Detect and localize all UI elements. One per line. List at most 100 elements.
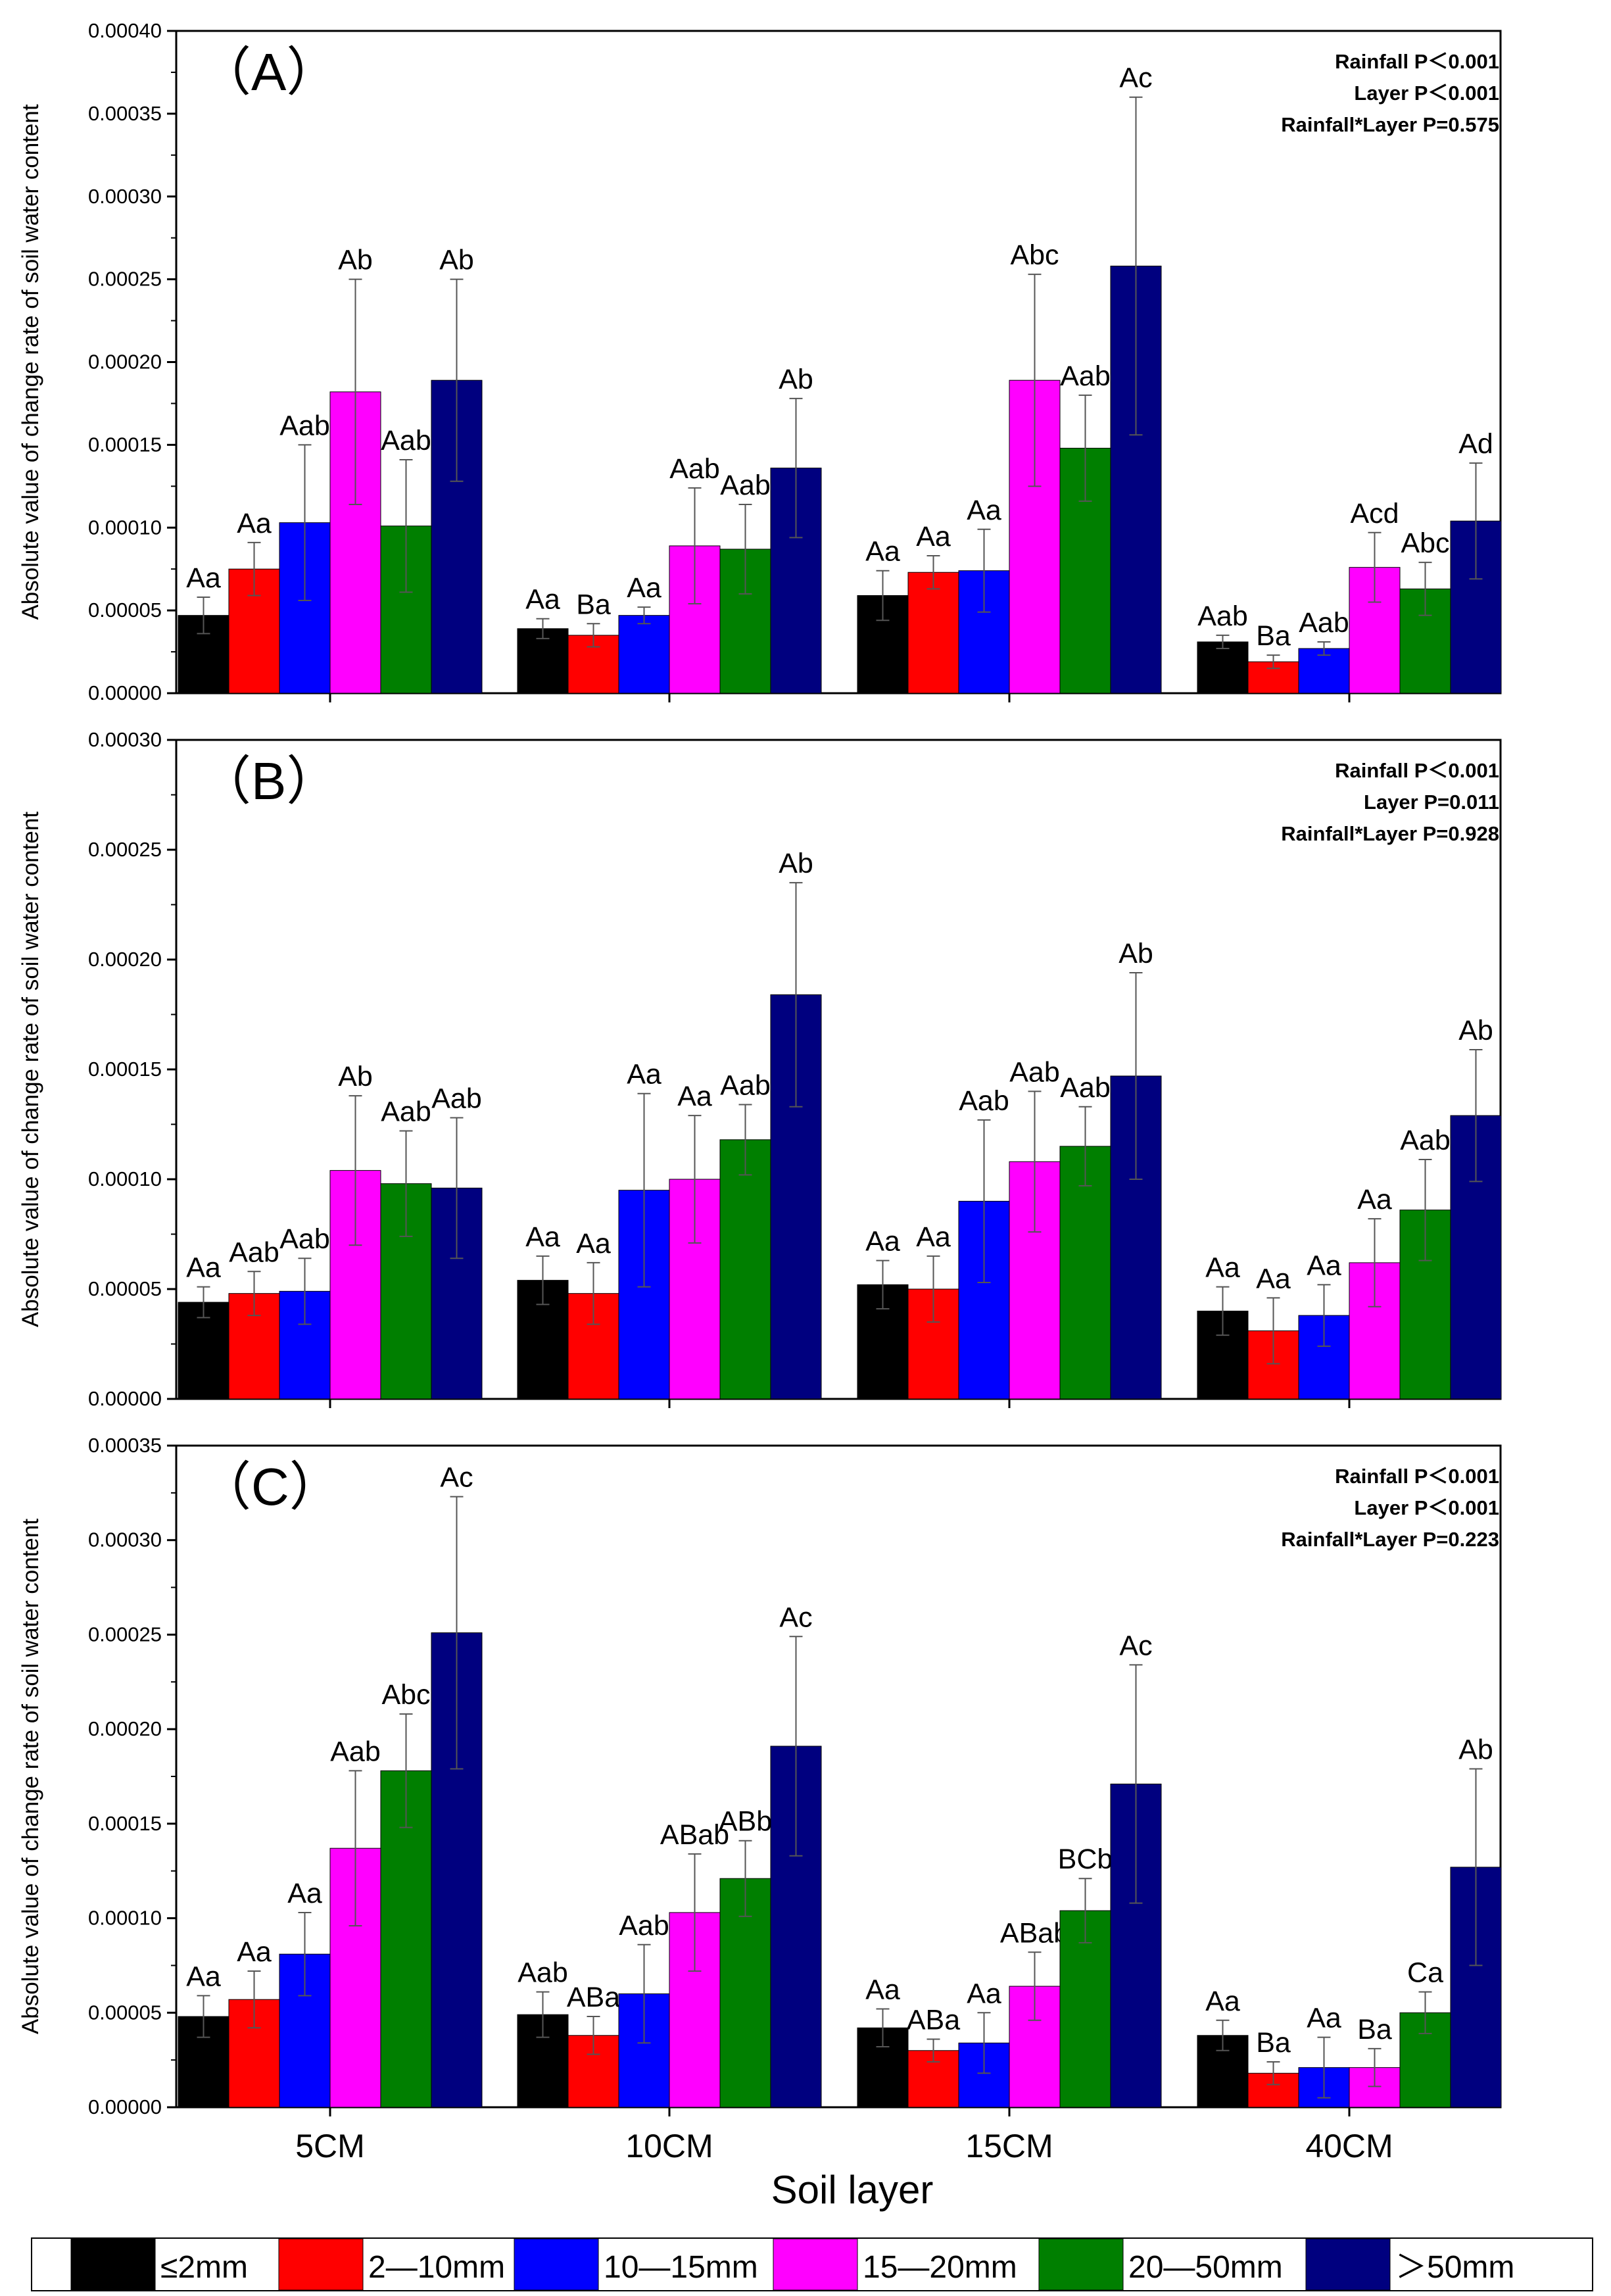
data-label: Aab [619,1910,669,1942]
legend: ≤2mm 2—10mm 10—15mm 15—20mm 20—50mm ＞50mm [31,2237,1593,2291]
data-label: Aab [381,425,431,456]
stats-annotation: Rainfall P＜0.001 [1335,50,1499,73]
y-tick-label: 0.00000 [88,681,162,704]
data-label: Abc [1010,239,1059,271]
data-label: Ad [1458,428,1493,460]
legend-swatch [1038,2238,1124,2291]
y-tick-label: 0.00015 [88,433,162,456]
stats-annotation: Layer P=0.011 [1364,791,1499,814]
legend-swatch [514,2238,599,2291]
y-tick-label: 0.00025 [88,268,162,291]
data-label: Aa [865,1974,900,2006]
legend-label: 20—50mm [1128,2250,1283,2285]
stats-annotation: Layer P＜0.001 [1354,1496,1499,1519]
data-label: Aa [1205,1986,1240,2017]
data-label: Ac [779,1601,812,1633]
y-tick-label: 0.00005 [88,1277,162,1300]
data-label: Aa [186,1252,221,1284]
data-label: Ab [1458,1734,1493,1766]
data-label: Aa [1307,1250,1341,1281]
data-label: Abc [381,1679,430,1711]
y-tick-label: 0.00035 [88,102,162,125]
y-tick-label: 0.00005 [88,598,162,622]
x-tick-label: 40CM [1305,2128,1393,2164]
data-label: Aab [720,470,771,501]
legend-label: 10—15mm [604,2250,758,2285]
legend-item: ＞50mm [1305,2238,1514,2291]
data-label: Aa [1256,1263,1291,1294]
data-label: BCb [1058,1844,1113,1875]
data-label: Acd [1350,498,1399,529]
y-axis-title: Absolute value of change rate of soil wa… [18,1519,43,2034]
y-tick-label: 0.00000 [88,2095,162,2118]
y-tick-label: 0.00030 [88,728,162,751]
data-label: Aab [330,1736,381,1767]
data-label: Aa [865,1226,900,1258]
x-tick-label: 10CM [625,2128,713,2164]
bar [907,572,959,694]
data-label: Ac [440,1462,473,1494]
data-label: Ac [1119,62,1152,94]
data-label: Aa [627,1059,661,1090]
data-label: Aa [967,495,1001,526]
legend-swatch [1305,2238,1391,2291]
y-tick-label: 0.00025 [88,838,162,861]
data-label: Aa [186,1961,221,1992]
data-label: Aab [431,1083,482,1114]
y-axis-title: Absolute value of change rate of soil wa… [18,104,43,620]
stats-annotation: Rainfall*Layer P=0.223 [1281,1528,1499,1551]
data-label: Aa [916,1221,951,1253]
legend-item: 2—10mm [278,2238,505,2291]
legend-swatch [278,2238,364,2291]
data-label: Aab [279,1223,330,1255]
data-label: Aab [669,453,720,485]
y-tick-label: 0.00005 [88,2001,162,2024]
data-label: Aa [287,1878,322,1909]
data-label: Aa [677,1081,712,1112]
data-label: Ba [1256,620,1291,652]
chart-panel-a: 0.00000 0.00005 0.00010 0.00015 0.00020 0.000… [18,19,1502,704]
panel-title: （B） [199,752,339,810]
x-tick-label: 15CM [965,2128,1053,2164]
stats-annotation: Layer P＜0.001 [1354,82,1499,105]
panel-title: （C） [199,1457,342,1516]
data-label: Aa [525,1221,560,1253]
data-label: Ba [1357,2014,1392,2045]
data-label: ABb [719,1806,772,1838]
data-label: ABab [1000,1917,1069,1949]
data-label: Aab [1060,360,1111,392]
data-label: Aa [627,572,661,604]
data-label: Aa [525,584,560,616]
data-label: Ba [576,589,611,620]
data-label: ABa [907,2005,960,2036]
legend-label: ≤2mm [160,2250,248,2285]
data-label: Aa [967,1978,1001,2009]
y-tick-label: 0.00035 [88,1434,162,1457]
data-label: Aab [279,410,330,441]
data-label: ABa [567,1982,620,2013]
y-tick-label: 0.00010 [88,1907,162,1930]
data-label: Aab [229,1236,279,1268]
data-label: Ab [338,1061,373,1092]
data-label: Aa [1307,2003,1341,2034]
data-label: Ab [779,364,813,395]
legend-label: 2—10mm [368,2250,505,2285]
bar [1059,1146,1111,1400]
legend-label: ＞50mm [1395,2250,1514,2285]
data-label: Ab [1118,938,1153,969]
chart-panel-c: 0.00000 0.00005 0.00010 0.00015 0.00020 0.000… [18,1434,1502,2118]
legend-item: 15—20mm [773,2238,1017,2291]
data-label: Aa [1357,1184,1392,1215]
legend-label: 15—20mm [863,2250,1017,2285]
stats-annotation: Rainfall P＜0.001 [1335,759,1499,782]
data-label: ABab [660,1819,729,1851]
data-label: Ca [1407,1957,1443,1989]
data-label: Aa [237,1936,272,1968]
stats-annotation: Rainfall*Layer P=0.575 [1281,113,1499,136]
data-label: Aab [1060,1072,1111,1104]
y-tick-label: 0.00010 [88,1167,162,1190]
bar [1197,641,1249,694]
legend-item: 20—50mm [1038,2238,1283,2291]
data-label: Aa [237,508,272,539]
